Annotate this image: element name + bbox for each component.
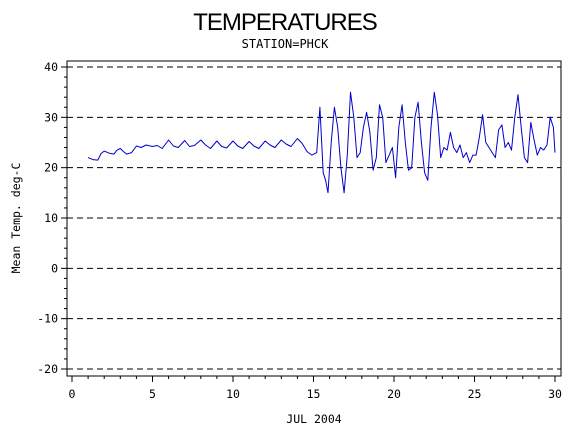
x-tick-label: 15: [307, 387, 321, 401]
grid: [67, 66, 561, 370]
series-line-0: [87, 91, 556, 194]
y-tick-label: 0: [51, 261, 58, 275]
y-tick-label: -20: [37, 362, 58, 376]
chart-title: TEMPERATURES: [193, 9, 377, 36]
y-tick-label: 20: [44, 161, 58, 175]
x-tick-label: 25: [468, 387, 482, 401]
y-tick-label: -10: [37, 312, 58, 326]
series-group: [87, 91, 556, 194]
x-tick-label: 0: [69, 387, 76, 401]
y-tick-label: 10: [44, 211, 58, 225]
y-axis: -20 -10 0 10 20 30 40: [37, 60, 67, 376]
y-tick-label: 30: [44, 110, 58, 124]
x-tick-label: 20: [387, 387, 401, 401]
x-tick-label: 10: [226, 387, 240, 401]
x-tick-label: 30: [548, 387, 562, 401]
x-axis: 0 5 10 15 20 25 30: [69, 376, 562, 401]
y-tick-label: 40: [44, 60, 58, 74]
x-tick-label: 5: [149, 387, 156, 401]
chart-subtitle: STATION=PHCK: [242, 37, 329, 51]
x-axis-label: JUL 2004: [286, 412, 341, 426]
y-axis-label: Mean Temp. deg-C: [9, 163, 23, 274]
